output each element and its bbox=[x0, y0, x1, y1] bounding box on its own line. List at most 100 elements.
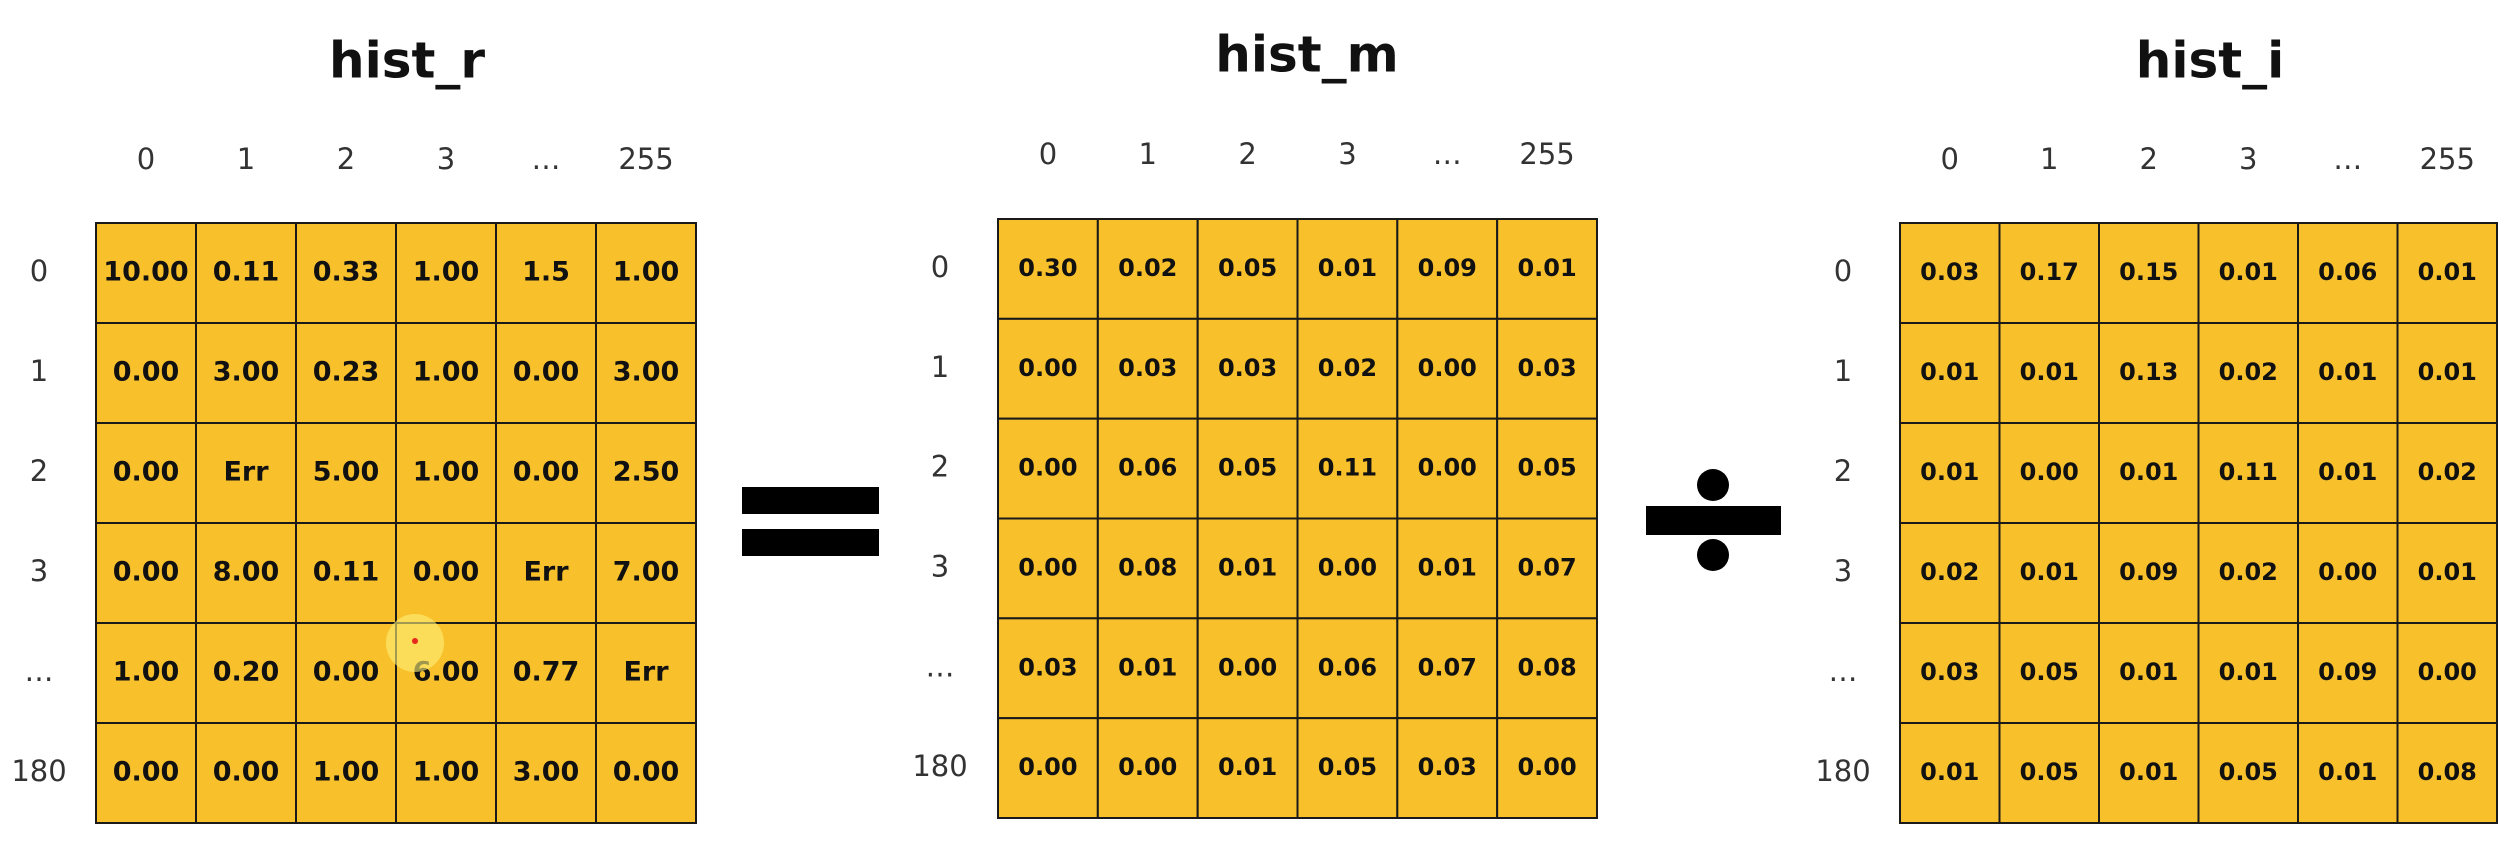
cell bbox=[1096, 218, 1199, 320]
cell bbox=[595, 222, 697, 324]
cell bbox=[1296, 417, 1399, 520]
cell-value: 0.00 bbox=[1517, 753, 1576, 781]
cell-value: 0.00 bbox=[1018, 553, 1077, 581]
cell-value: Err bbox=[523, 557, 569, 588]
cell bbox=[1396, 717, 1499, 820]
cursor-dot bbox=[412, 638, 418, 644]
row-header: 180 bbox=[11, 754, 66, 788]
column-header: 2 bbox=[337, 142, 355, 176]
column-header: 255 bbox=[618, 142, 673, 176]
row-header: 2 bbox=[30, 454, 48, 488]
cell bbox=[997, 317, 1099, 420]
cell bbox=[997, 417, 1099, 520]
cell-value: 0.00 bbox=[1318, 553, 1377, 581]
cell-value: 0.01 bbox=[1920, 458, 1979, 486]
cell-value: 8.00 bbox=[213, 557, 280, 588]
row-header: 180 bbox=[1815, 754, 1870, 788]
cell-value: 0.00 bbox=[113, 357, 180, 388]
cell-value: 0.23 bbox=[313, 357, 380, 388]
cell bbox=[2396, 522, 2498, 624]
column-header: 1 bbox=[1139, 137, 1157, 171]
cell bbox=[1096, 517, 1199, 620]
cell-value: 0.00 bbox=[313, 657, 380, 688]
cell bbox=[1296, 617, 1399, 720]
cell bbox=[495, 522, 597, 624]
cell bbox=[1496, 218, 1598, 320]
cell bbox=[95, 222, 197, 324]
cell-value: 0.05 bbox=[2020, 658, 2079, 686]
cell bbox=[195, 522, 297, 624]
column-header: 2 bbox=[2140, 142, 2158, 176]
cell bbox=[1496, 317, 1598, 420]
row-header: … bbox=[25, 654, 54, 688]
equals-bar bbox=[742, 487, 879, 514]
cell-value: 0.00 bbox=[1018, 354, 1077, 382]
cell bbox=[2197, 522, 2299, 624]
cell-value: 0.01 bbox=[1318, 254, 1377, 282]
row-header: 3 bbox=[1834, 554, 1852, 588]
cell-value: 1.00 bbox=[413, 457, 480, 488]
cell-value: 0.01 bbox=[2020, 558, 2079, 586]
cell-value: 0.06 bbox=[1318, 653, 1377, 681]
cell-value: 0.20 bbox=[213, 657, 280, 688]
column-header: 0 bbox=[137, 142, 155, 176]
cell-value: 0.01 bbox=[1517, 254, 1576, 282]
cell-value: 0.00 bbox=[413, 557, 480, 588]
column-header: 2 bbox=[1238, 137, 1256, 171]
cell bbox=[495, 422, 597, 524]
cell-value: 0.08 bbox=[1517, 653, 1576, 681]
cell-value: 0.00 bbox=[113, 557, 180, 588]
cell-value: 0.00 bbox=[1118, 753, 1177, 781]
cell bbox=[1899, 722, 2001, 824]
cell bbox=[495, 722, 597, 824]
row-header: … bbox=[1829, 654, 1858, 688]
equals-bar bbox=[742, 529, 879, 556]
cell bbox=[2197, 322, 2299, 424]
cell bbox=[1096, 617, 1199, 720]
cell bbox=[295, 222, 397, 324]
cell-value: 0.02 bbox=[1118, 254, 1177, 282]
cell-value: 0.01 bbox=[2418, 558, 2477, 586]
cell bbox=[1998, 422, 2100, 524]
cell bbox=[1396, 317, 1499, 420]
cell-value: 0.09 bbox=[1418, 254, 1477, 282]
cell-value: 0.00 bbox=[1418, 354, 1477, 382]
cell bbox=[2297, 722, 2399, 824]
cell-value: 0.08 bbox=[2418, 758, 2477, 786]
cell bbox=[1396, 218, 1499, 320]
cell-value: 0.01 bbox=[2418, 258, 2477, 286]
cell-value: 0.01 bbox=[2219, 658, 2278, 686]
cell-value: 0.02 bbox=[2418, 458, 2477, 486]
cell-value: 0.01 bbox=[1418, 553, 1477, 581]
cell-value: 3.00 bbox=[513, 757, 580, 788]
cell-value: 0.01 bbox=[2219, 258, 2278, 286]
cell bbox=[395, 422, 497, 524]
cell-value: 2.50 bbox=[613, 457, 680, 488]
cell-value: 0.00 bbox=[2318, 558, 2377, 586]
cell-value: 0.05 bbox=[2020, 758, 2079, 786]
cell bbox=[2396, 722, 2498, 824]
cell bbox=[195, 322, 297, 424]
row-header: … bbox=[926, 649, 955, 683]
cell-value: 0.03 bbox=[1920, 258, 1979, 286]
column-header: 3 bbox=[2239, 142, 2257, 176]
cell bbox=[1096, 417, 1199, 520]
cell-value: 0.01 bbox=[2119, 658, 2178, 686]
cell bbox=[295, 522, 397, 624]
cell bbox=[2297, 422, 2399, 524]
cell bbox=[1998, 522, 2100, 624]
cell bbox=[1296, 317, 1399, 420]
cell-value: 0.02 bbox=[2219, 358, 2278, 386]
cell-value: 0.01 bbox=[1118, 653, 1177, 681]
cell-value: 0.01 bbox=[1920, 758, 1979, 786]
table: hist_i 0 1 2 3 … 255 0 0.03 0.17 0.15 0.01 0.06 0.01 1… bbox=[1815, 32, 2498, 824]
cell bbox=[1396, 517, 1499, 620]
column-header: 1 bbox=[237, 142, 255, 176]
cell-value: Err bbox=[223, 457, 269, 488]
divide-bar bbox=[1646, 506, 1781, 535]
cell-value: 0.03 bbox=[1920, 658, 1979, 686]
cell-value: 0.00 bbox=[513, 357, 580, 388]
divide-dot bbox=[1697, 469, 1729, 501]
cell-value: 0.05 bbox=[1517, 454, 1576, 482]
